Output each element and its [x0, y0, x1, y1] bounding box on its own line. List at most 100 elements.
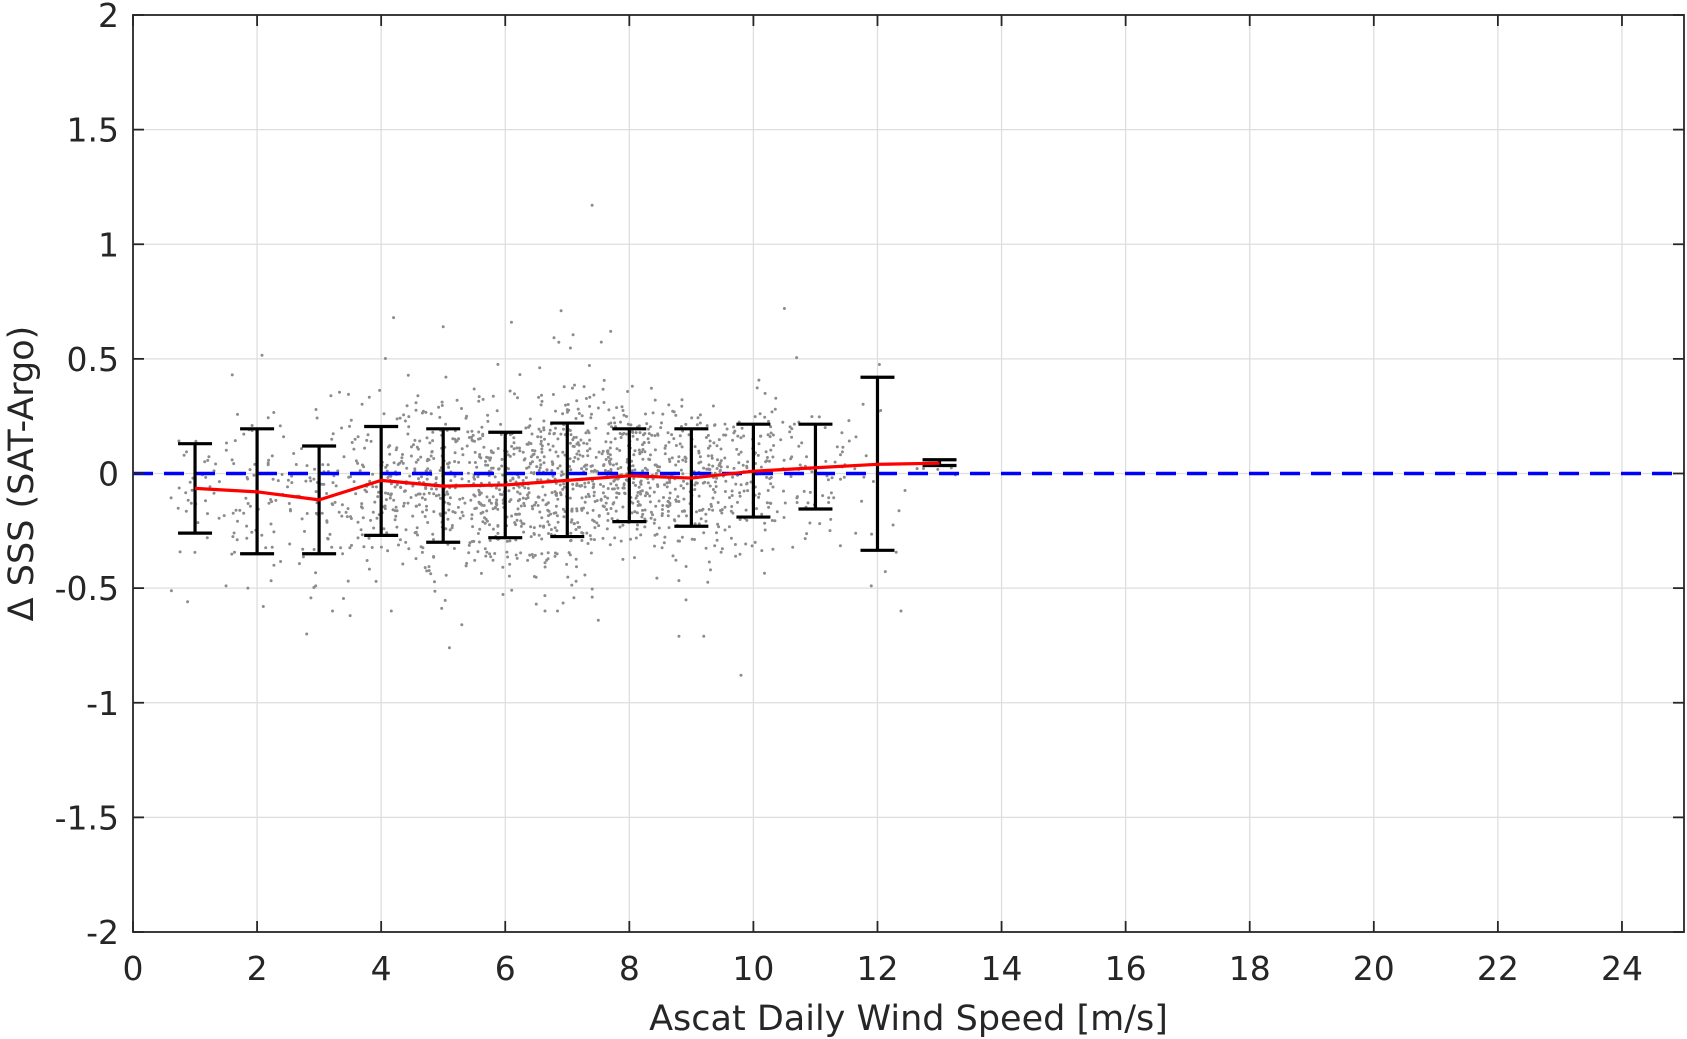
scatter-point-1085	[596, 406, 600, 410]
scatter-point-963	[572, 522, 576, 526]
scatter-point-887	[592, 490, 596, 494]
scatter-point-731	[518, 498, 522, 501]
ticks	[132, 14, 1684, 933]
scatter-point-536	[533, 553, 537, 557]
scatter-point-1713	[441, 325, 445, 329]
scatter-point-1381	[706, 433, 710, 437]
scatter-point-387	[414, 530, 418, 534]
scatter-point-1635	[841, 445, 845, 449]
scatter-point-397	[472, 387, 476, 391]
scatter-point-841	[585, 531, 589, 535]
scatter-point-133	[331, 481, 335, 485]
scatter-point-299	[353, 437, 357, 441]
scatter-point-1671	[824, 459, 828, 463]
scatter-point-350	[420, 411, 424, 415]
scatter-point-321	[431, 430, 435, 434]
scatter-point-383	[468, 461, 472, 464]
scatter-point-1492	[672, 410, 676, 414]
scatter-point-153	[329, 394, 333, 398]
scatter-point-95	[339, 546, 343, 550]
scatter-point-668	[485, 509, 489, 513]
scatter-point-146	[304, 479, 308, 483]
scatter-point-677	[477, 399, 481, 403]
scatter-point-938	[580, 531, 584, 535]
scatter-point-1722	[447, 646, 451, 650]
scatter-point-924	[537, 469, 541, 472]
scatter-point-794	[580, 467, 584, 471]
scatter-point-1151	[606, 455, 610, 459]
scatter-point-912	[560, 470, 564, 474]
scatter-point-1614	[769, 425, 773, 429]
scatter-point-628	[515, 446, 519, 450]
scatter-point-96	[309, 596, 313, 600]
scatter-point-989	[547, 514, 550, 518]
scatter-point-356	[414, 493, 418, 497]
scatter-point-472	[433, 580, 436, 584]
scatter-point-814	[569, 531, 573, 535]
scatter-point-1367	[716, 458, 719, 462]
scatter-point-749	[489, 456, 493, 460]
scatter-point-166	[340, 514, 344, 518]
scatter-point-1115	[653, 544, 656, 548]
scatter-point-336	[440, 606, 444, 610]
scatter-point-1569	[739, 450, 743, 454]
scatter-point-900	[578, 453, 582, 457]
scatter-point-1454	[704, 512, 708, 516]
scatter-point-904	[591, 479, 594, 483]
scatter-point-1636	[788, 425, 792, 429]
scatter-point-426	[450, 524, 454, 527]
scatter-point-980	[556, 454, 560, 458]
scatter-point-1570	[760, 549, 764, 553]
scatter-point-1596	[763, 571, 766, 575]
scatter-point-197	[402, 504, 406, 508]
scatter-point-1310	[717, 464, 721, 467]
scatter-point-983	[555, 491, 558, 495]
scatter-point-848	[572, 596, 576, 600]
scatter-point-359	[427, 491, 431, 495]
scatter-point-446	[423, 498, 427, 501]
scatter-point-97	[308, 476, 312, 480]
scatter-point-1248	[658, 465, 662, 469]
scatter-point-1211	[607, 422, 611, 426]
scatter-point-323	[417, 477, 420, 481]
scatter-point-1234	[634, 496, 638, 500]
scatter-point-996	[569, 520, 573, 524]
scatter-point-600	[523, 486, 527, 490]
scatter-point-988	[561, 412, 565, 416]
scatter-point-455	[453, 437, 457, 441]
scatter-point-152	[312, 548, 316, 551]
scatter-point-1580	[730, 494, 734, 497]
scatter-point-302	[404, 540, 408, 544]
scatter-point-1347	[715, 538, 719, 542]
scatter-point-170	[305, 512, 309, 515]
scatter-point-353	[472, 539, 476, 543]
scatter-point-424	[424, 487, 428, 491]
scatter-point-715	[500, 493, 504, 497]
scatter-point-1560	[739, 483, 743, 487]
scatter-point-199	[356, 536, 360, 540]
x-tick-label-8: 16	[1105, 949, 1147, 988]
scatter-point-174	[340, 503, 344, 507]
scatter-point-756	[485, 495, 489, 499]
scatter-point-670	[534, 501, 538, 504]
scatter-point-1400	[660, 421, 663, 425]
scatter-point-1482	[693, 445, 697, 449]
scatter-point-1355	[711, 508, 715, 512]
scatter-point-1407	[667, 526, 671, 530]
scatter-point-514	[463, 501, 467, 505]
scatter-point-1351	[664, 444, 668, 448]
grid	[133, 15, 1684, 932]
scatter-point-1152	[619, 420, 622, 424]
scatter-point-141	[330, 502, 334, 506]
scatter-point-502	[434, 477, 438, 481]
scatter-point-1629	[839, 453, 842, 457]
scatter-point-186	[382, 412, 386, 416]
scatter-point-1485	[666, 481, 669, 485]
scatter-point-1125	[638, 452, 642, 456]
scatter-point-1667	[827, 501, 831, 504]
scatter-point-1155	[597, 514, 601, 517]
scatter-point-891	[542, 419, 546, 423]
scatter-point-1299	[698, 421, 702, 425]
scatter-point-661	[479, 511, 483, 515]
scatter-point-546	[529, 471, 533, 475]
